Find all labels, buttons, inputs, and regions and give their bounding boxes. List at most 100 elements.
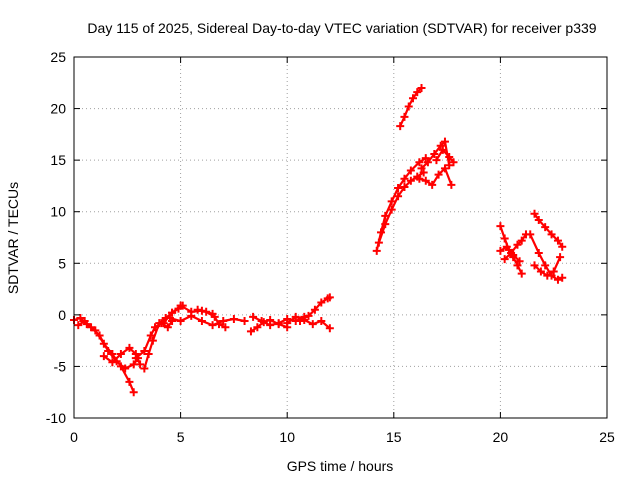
data-point [240,317,249,326]
series-track-l [295,293,334,326]
data-point [274,319,283,328]
data-point [549,267,558,276]
data-point [210,312,219,321]
data-point [500,234,509,243]
data-point [317,317,326,326]
y-tick-label: -5 [54,358,67,374]
x-tick-label: 15 [386,429,402,445]
data-point [144,350,153,359]
data-point [214,320,223,329]
data-point [430,149,439,158]
data-point [440,137,449,146]
data-point [108,358,117,367]
data-point [266,321,275,330]
series-line [435,148,455,164]
data-point [310,305,319,314]
data-point [165,313,174,322]
data-point [221,323,230,332]
data-point [496,246,505,255]
data-point [558,242,567,251]
data-point [408,94,417,103]
y-tick-label: 25 [50,49,66,65]
data-point [556,253,565,262]
data-point [197,317,206,326]
axis-ticks: 0 5 10 15 20 25 -10 -5 0 5 10 15 20 25 [46,49,615,445]
data-point [436,141,445,150]
grid [74,57,607,418]
data-point [417,164,426,173]
data-point [534,248,543,257]
data-point [381,220,390,229]
data-point [534,215,543,224]
data-point [440,164,449,173]
y-tick-label: -10 [46,410,66,426]
data-point [249,312,258,321]
data-point [95,331,104,340]
data-point [129,388,138,397]
plot-frame [73,56,608,419]
data-point [547,230,556,239]
series-track-v [526,230,567,284]
x-tick-label: 0 [70,429,78,445]
data-point [372,246,381,255]
x-tick-label: 5 [177,429,185,445]
data-point [513,261,522,270]
y-tick-label: 0 [58,307,66,323]
data-point [447,180,456,189]
series-track-u [496,242,524,266]
data-point [148,336,157,345]
series-line [286,315,331,330]
data-point [406,166,415,175]
data-point [541,261,550,270]
data-point [536,267,545,276]
data-point [400,182,409,191]
data-point [136,360,145,369]
data-point [421,154,430,163]
data-point [283,319,292,328]
data-point [140,346,149,355]
data-point [553,236,562,245]
data-point [317,298,326,307]
data-point [396,122,405,131]
y-tick-label: 10 [50,204,66,220]
data-point [413,88,422,97]
data-point [502,242,511,251]
data-point [208,321,217,330]
series-track-g [165,311,249,330]
data-point [163,323,172,332]
data-point [193,305,202,314]
chart-title: Day 115 of 2025, Sidereal Day-to-day VTE… [87,20,596,36]
series-track-r [396,83,426,131]
data-series [70,83,567,397]
series-track-j [249,312,309,330]
data-point [449,158,458,167]
data-point [125,343,134,352]
data-point [116,350,125,359]
x-tick-label: 25 [599,429,615,445]
data-point [80,317,89,326]
data-point [517,269,526,278]
series-track-b [74,317,142,373]
data-point [423,158,432,167]
data-point [415,174,424,183]
y-tick-label: 15 [50,152,66,168]
x-tick-label: 10 [279,429,295,445]
data-point [432,156,441,165]
series-track-h [193,305,230,332]
data-point [202,307,211,316]
data-point [121,364,130,373]
data-point [509,251,518,260]
data-point [291,312,300,321]
series-track-p [415,164,456,189]
data-point [176,317,185,326]
data-point [257,317,266,326]
data-point [428,180,437,189]
y-tick-label: 5 [58,255,66,271]
data-point [394,192,403,201]
data-point [445,153,454,162]
data-point [526,230,535,239]
data-point [176,301,185,310]
data-point [76,313,85,322]
data-point [253,323,262,332]
